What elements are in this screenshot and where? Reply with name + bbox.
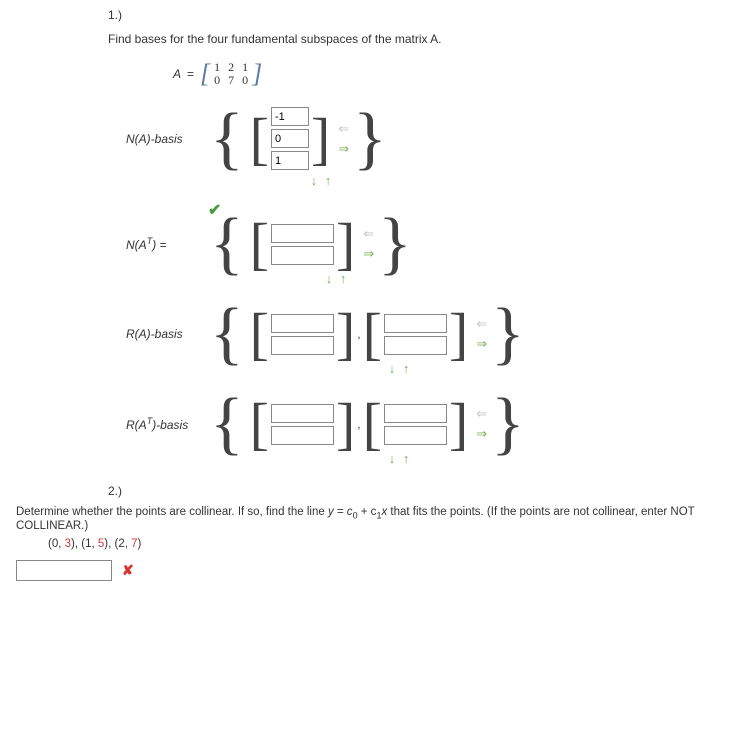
arrow-right-icon[interactable]: ⇒ xyxy=(476,426,487,442)
na-label: N(A)-basis xyxy=(126,132,206,146)
bracket-left: [ xyxy=(363,399,382,449)
q2-answer-input[interactable] xyxy=(16,560,112,581)
q1-prompt: Find bases for the four fundamental subs… xyxy=(108,32,721,46)
bracket-right: ] xyxy=(336,219,355,269)
matrix-definition: A = [ 121 070 ] xyxy=(173,61,721,87)
equals: = xyxy=(187,67,194,81)
na-input-1[interactable] xyxy=(271,129,309,148)
q2-prompt: Determine whether the points are colline… xyxy=(16,506,721,532)
bracket-left: [ xyxy=(250,309,269,359)
arrow-left-icon[interactable]: ⇐ xyxy=(363,226,374,242)
matrix-a: [ 121 070 ] xyxy=(200,61,262,87)
arrow-right-icon[interactable]: ⇒ xyxy=(476,336,487,352)
brace-right: } xyxy=(353,109,387,169)
ra0-input-0[interactable] xyxy=(271,314,334,333)
na-input-0[interactable] xyxy=(271,107,309,126)
matrix-var: A xyxy=(173,67,181,81)
comma: , xyxy=(357,417,360,431)
ra-vector-0 xyxy=(271,314,334,355)
rat0-input-1[interactable] xyxy=(271,426,334,445)
ra-basis-row: R(A)-basis { [ ] , [ ] ⇐ ⇒ } ↓ ↑ xyxy=(126,304,721,364)
row-arrows[interactable]: ↓ ↑ xyxy=(389,451,412,466)
row-arrows[interactable]: ↓ ↑ xyxy=(311,173,334,188)
arrow-left-icon[interactable]: ⇐ xyxy=(476,406,487,422)
brace-right: } xyxy=(378,214,412,274)
q1-number: 1.) xyxy=(108,8,721,22)
comma: , xyxy=(357,327,360,341)
rat1-input-1[interactable] xyxy=(384,426,447,445)
col-arrows[interactable]: ⇐ ⇒ xyxy=(476,406,487,442)
arrow-left-icon[interactable]: ⇐ xyxy=(476,316,487,332)
brace-right: } xyxy=(491,394,525,454)
bracket-right: ] xyxy=(449,309,468,359)
na-input-2[interactable] xyxy=(271,151,309,170)
brace-left: { xyxy=(210,109,244,169)
brace-right: } xyxy=(491,304,525,364)
nat-vector xyxy=(271,224,334,265)
matrix-row-1: 070 xyxy=(210,74,252,87)
nat-basis-row: N(AT) = { [ ] ⇐ ⇒ } ↓ ↑ xyxy=(126,214,721,274)
brace-left: { xyxy=(210,304,244,364)
arrow-left-icon[interactable]: ⇐ xyxy=(338,121,349,137)
row-arrows[interactable]: ↓ ↑ xyxy=(389,361,412,376)
brace-left: { xyxy=(210,214,244,274)
ra-vector-1 xyxy=(384,314,447,355)
ra1-input-1[interactable] xyxy=(384,336,447,355)
q2-answer-row: ✘ xyxy=(16,560,721,581)
brace-left: { xyxy=(210,394,244,454)
arrow-right-icon[interactable]: ⇒ xyxy=(363,246,374,262)
bracket-left: [ xyxy=(250,114,269,164)
nat-input-0[interactable] xyxy=(271,224,334,243)
na-basis-row: N(A)-basis { [ ] ⇐ ⇒ } ↓ ↑ xyxy=(126,107,721,170)
nat-label: N(AT) = xyxy=(126,236,206,252)
q2-points: (0, 3), (1, 5), (2, 7) xyxy=(48,538,721,550)
col-arrows[interactable]: ⇐ ⇒ xyxy=(363,226,374,262)
nat-input-1[interactable] xyxy=(271,246,334,265)
rat-vector-0 xyxy=(271,404,334,445)
col-arrows[interactable]: ⇐ ⇒ xyxy=(476,316,487,352)
bracket-right: ] xyxy=(311,114,330,164)
ra-label: R(A)-basis xyxy=(126,327,206,341)
col-arrows[interactable]: ⇐ ⇒ xyxy=(338,121,349,157)
q2-number: 2.) xyxy=(108,484,721,498)
ra0-input-1[interactable] xyxy=(271,336,334,355)
rat0-input-0[interactable] xyxy=(271,404,334,423)
na-vector xyxy=(271,107,309,170)
arrow-right-icon[interactable]: ⇒ xyxy=(338,141,349,157)
rat-vector-1 xyxy=(384,404,447,445)
row-arrows[interactable]: ↓ ↑ xyxy=(326,271,349,286)
bracket-left: [ xyxy=(250,219,269,269)
rat-label: R(AT)-basis xyxy=(126,416,206,432)
rat-basis-row: R(AT)-basis { [ ] , [ ] ⇐ ⇒ } ↓ ↑ xyxy=(126,394,721,454)
bracket-right: ] xyxy=(336,399,355,449)
bracket-left: [ xyxy=(250,399,269,449)
bracket-right: ] xyxy=(336,309,355,359)
rat1-input-0[interactable] xyxy=(384,404,447,423)
bracket-right: ] xyxy=(449,399,468,449)
bracket-left: [ xyxy=(363,309,382,359)
x-mark-icon: ✘ xyxy=(122,562,134,579)
ra1-input-0[interactable] xyxy=(384,314,447,333)
